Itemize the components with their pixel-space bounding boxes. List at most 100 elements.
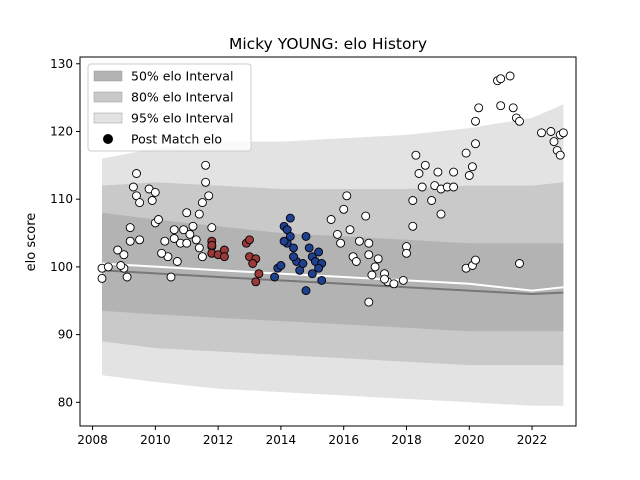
axes-frame [79,56,577,427]
data-point [157,248,167,258]
data-point [285,213,295,223]
data-point [289,243,298,253]
data-point [361,211,371,221]
data-point [326,215,336,224]
data-point [351,257,361,266]
interval-band-2 [102,212,564,332]
data-point [467,162,477,172]
data-point [420,160,430,170]
data-point [370,262,380,272]
data-point [197,252,207,262]
data-point [125,223,135,233]
data-point [125,236,135,246]
data-point [154,215,163,224]
data-point [204,191,214,201]
data-point [471,116,480,126]
data-point [172,257,182,266]
data-point [150,187,160,197]
data-point [354,236,364,246]
legend: 50% elo Interval 80% elo Interval 95% elo … [87,63,252,152]
x-tick-label: 2008 [77,433,108,447]
data-point [301,231,311,241]
data-point [166,272,176,282]
data-point [194,243,204,253]
data-point [285,231,295,241]
data-point [373,254,383,264]
legend-swatch [93,70,123,82]
data-point [169,234,179,243]
data-point [464,171,474,180]
data-point [549,137,559,147]
data-point [408,196,418,205]
legend-marker [103,134,113,144]
data-point [389,279,399,289]
data-point [402,248,411,258]
data-point [496,101,506,111]
y-tick-label: 80 [58,395,73,409]
data-point [207,223,217,233]
data-point [449,182,459,192]
data-point [251,277,261,287]
data-point [427,196,437,205]
data-point [219,252,229,262]
data-point [433,167,443,177]
data-point [122,272,132,282]
data-point [188,221,198,231]
data-point [207,240,217,250]
data-point [248,259,258,268]
data-point [537,128,546,138]
x-tick-label: 2014 [266,433,297,447]
data-point [345,225,355,235]
data-point [417,182,427,192]
x-tick-label: 2016 [328,433,359,447]
x-tick-label: 2018 [391,433,422,447]
y-axis-label: elo score [24,213,39,272]
data-point [336,238,346,248]
y-tick-label: 120 [50,124,73,138]
data-point [414,169,424,178]
data-point [496,74,506,84]
data-point [505,71,515,81]
data-point [398,275,408,285]
data-point [113,245,123,255]
x-tick-label: 2022 [517,433,548,447]
data-point [364,297,374,307]
data-point [408,221,418,231]
data-point [169,225,179,235]
data-point [116,261,126,270]
data-point [197,198,207,208]
data-point [298,259,308,268]
data-point [194,209,204,219]
x-tick-label: 2010 [140,433,171,447]
data-point [289,252,298,262]
legend-label: Post Match elo [131,132,222,147]
data-point [103,262,113,272]
data-point [119,250,129,260]
x-axis: 2008 2010 2012 2014 2016 2018 2020 2022 [77,426,547,447]
x-tick-label: 2012 [203,433,234,447]
data-point [515,116,524,126]
data-point [380,274,389,284]
legend-label: 80% elo Interval [131,90,233,105]
data-point [132,169,141,178]
data-point [364,250,374,260]
data-point [314,247,324,257]
y-tick-label: 130 [50,57,73,71]
data-point [301,286,311,296]
data-point [245,235,254,245]
data-point [471,139,480,149]
y-tick-label: 110 [50,192,73,206]
data-point [364,238,374,248]
data-point [191,235,201,245]
data-point [367,270,377,280]
data-point [332,229,342,239]
data-point [304,243,314,253]
data-point [270,272,280,282]
data-point [546,127,556,136]
data-point [339,204,349,214]
data-point [449,167,459,177]
data-point [461,148,471,158]
data-point [314,263,324,273]
data-point [97,273,107,283]
legend-label: 95% elo Interval [131,111,233,126]
